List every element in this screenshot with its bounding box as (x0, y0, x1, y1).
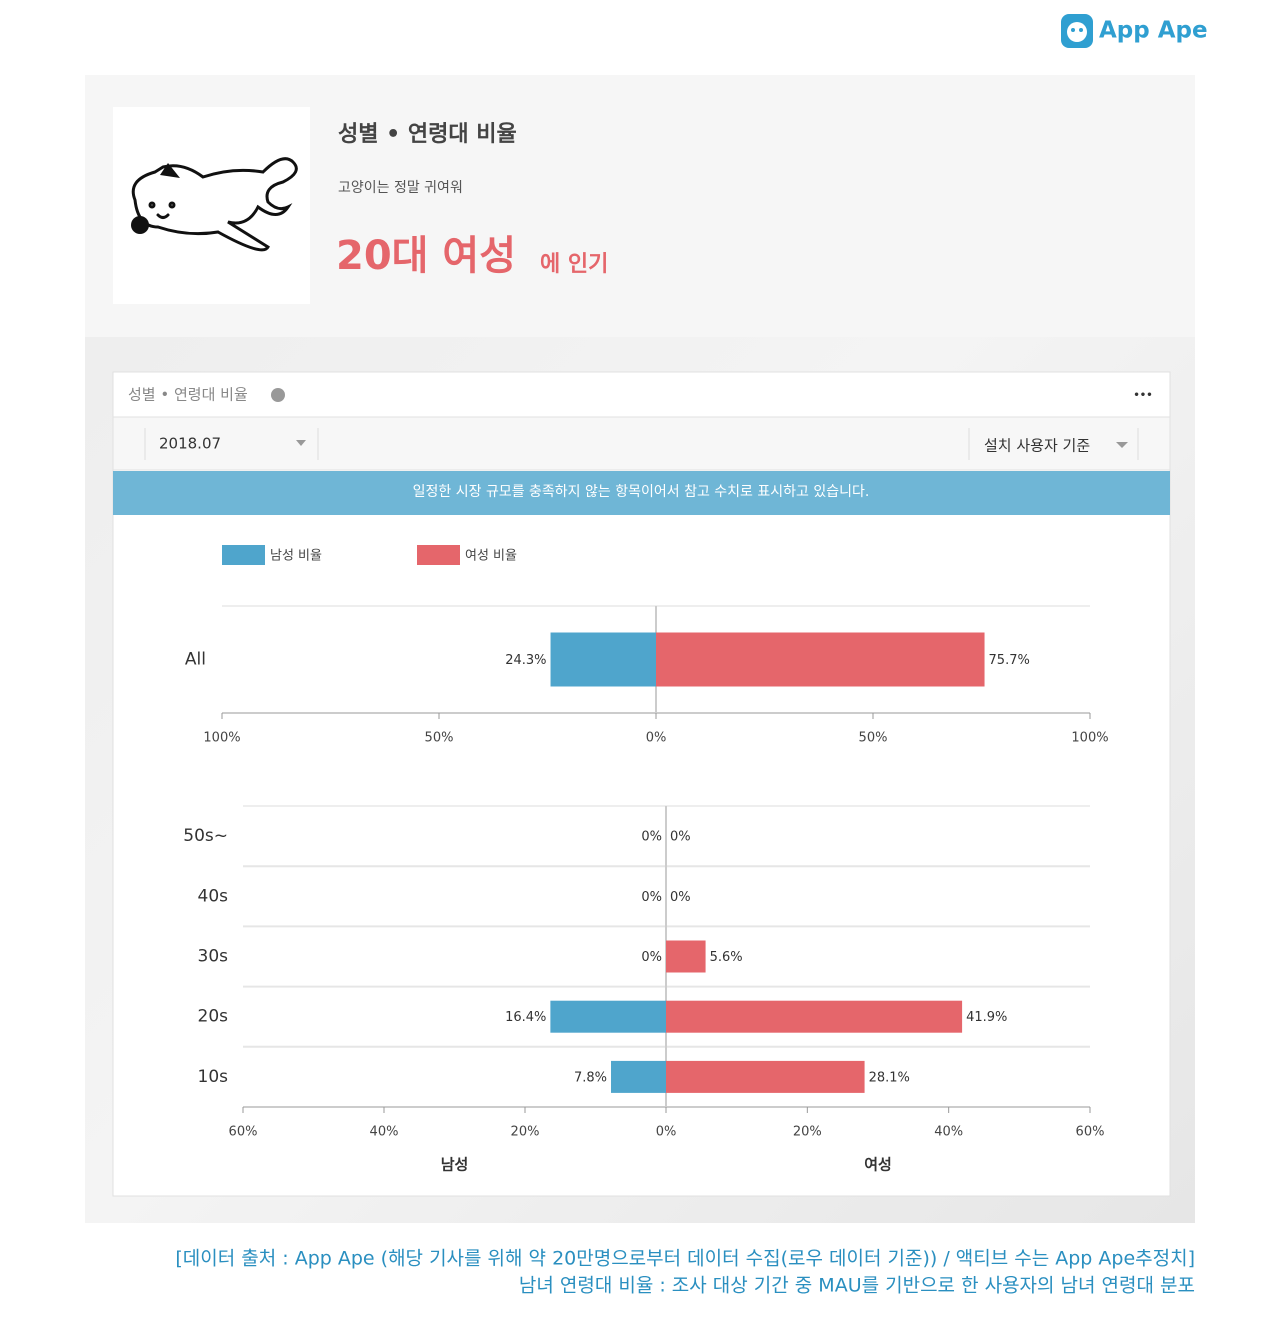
x-tick-label: 40% (934, 1125, 963, 1140)
logo: App Ape (1061, 14, 1208, 48)
logo-eye (1071, 28, 1075, 32)
x-tick-label: 60% (229, 1125, 258, 1140)
date-value: 2018.07 (159, 435, 221, 453)
bar (550, 1000, 666, 1033)
cat-spot (131, 216, 149, 234)
legend-label: 남성 비율 (270, 549, 322, 564)
x-tick-label: 20% (511, 1125, 540, 1140)
basis-value: 설치 사용자 기준 (984, 437, 1090, 455)
notice-text: 일정한 시장 규모를 충족하지 않는 항목이어서 참고 수치로 표시하고 있습니… (413, 484, 870, 500)
dropdown-arrow (1116, 442, 1128, 448)
value-label: 0% (641, 830, 662, 845)
value-label: 5.6% (710, 950, 743, 965)
x-tick-label: 100% (203, 731, 240, 746)
value-label: 24.3% (505, 653, 546, 668)
value-label: 0% (670, 890, 691, 905)
notice-bar (113, 471, 1170, 515)
x-tick-label: 20% (793, 1125, 822, 1140)
panel-title: 성별 • 연령대 비율 (128, 386, 248, 404)
x-tick-label: 0% (646, 731, 667, 746)
x-tick-label: 40% (370, 1125, 399, 1140)
value-label: 7.8% (574, 1070, 607, 1085)
filter-bar (112, 416, 1171, 471)
bar (656, 632, 985, 687)
x-tick-label: 60% (1076, 1125, 1105, 1140)
x-tick-label: 0% (656, 1125, 677, 1140)
cat-image (113, 107, 310, 304)
help-icon[interactable] (271, 388, 285, 402)
x-tick-label: 100% (1071, 731, 1108, 746)
header-title: 성별 • 연령대 비율 (338, 122, 517, 147)
category-label: 20s (198, 1007, 229, 1027)
logo-text: App Ape (1099, 18, 1208, 44)
category-label: 40s (198, 886, 229, 906)
legend-swatch (417, 545, 460, 565)
category-label: 10s (198, 1067, 229, 1087)
footer-source: [데이터 출처 : App Ape (해당 기사를 위해 약 20만명으로부터 … (175, 1248, 1195, 1270)
category-label: 30s (198, 947, 229, 967)
logo-face (1067, 22, 1087, 42)
header-subtitle: 고양이는 정말 귀여워 (338, 180, 463, 196)
value-label: 28.1% (869, 1070, 910, 1085)
cat-drawing (131, 157, 298, 252)
x-axis-title: 여성 (864, 1156, 892, 1174)
bar (550, 632, 656, 687)
value-label: 0% (670, 830, 691, 845)
category-label: 50s~ (183, 826, 228, 846)
x-axis-title: 남성 (441, 1156, 469, 1174)
value-label: 0% (641, 950, 662, 965)
logo-eye (1079, 28, 1083, 32)
value-label: 41.9% (966, 1010, 1007, 1025)
header-highlight: 20대 여성 (336, 233, 516, 279)
value-label: 0% (641, 890, 662, 905)
value-label: 75.7% (989, 653, 1030, 668)
bar (666, 1060, 865, 1093)
dropdown-arrow (296, 440, 306, 446)
basis-dropdown[interactable]: 설치 사용자 기준 (968, 428, 1139, 460)
date-dropdown[interactable]: 2018.07 (144, 428, 319, 460)
value-label: 16.4% (505, 1010, 546, 1025)
legend-label: 여성 비율 (465, 549, 517, 564)
bar (666, 940, 706, 973)
cat-ear (160, 163, 180, 178)
legend-swatch (222, 545, 265, 565)
footer-note: 남녀 연령대 비율 : 조사 대상 기간 중 MAU를 기반으로 한 사용자의 … (519, 1275, 1195, 1297)
category-label: All (185, 650, 206, 670)
menu-button[interactable]: ••• (1133, 390, 1152, 401)
bar (611, 1060, 666, 1093)
bar (666, 1000, 963, 1033)
x-tick-label: 50% (425, 731, 454, 746)
x-tick-label: 50% (859, 731, 888, 746)
header-highlight-suffix: 에 인기 (540, 252, 608, 277)
